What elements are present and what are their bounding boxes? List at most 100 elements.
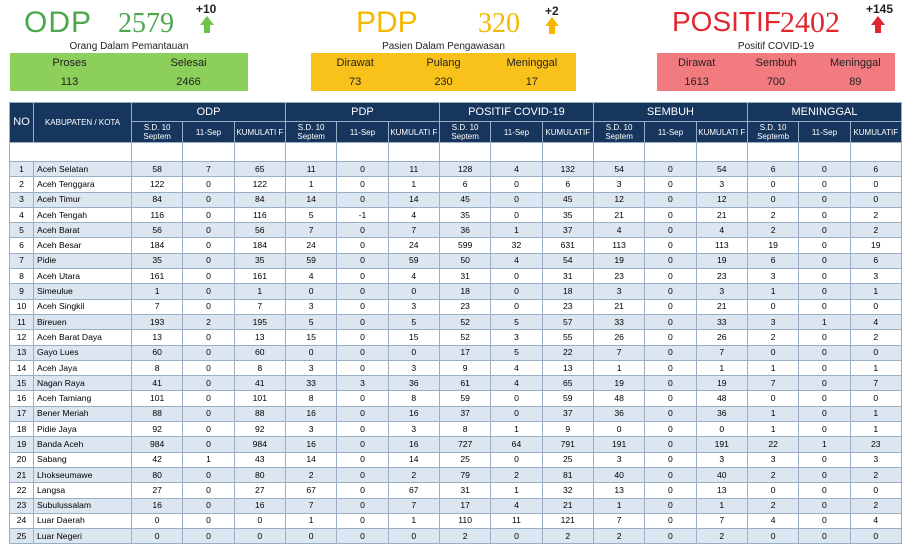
table-row: 19 Banda Aceh 984 0 984 16 0 16 727 64 791 191 0 191 2…	[9, 436, 903, 453]
table-row: 3 Aceh Timur 84 0 84 14 0 14 45 0 45 12 0 12 0 0 0	[9, 191, 903, 208]
table-cell: 2	[746, 329, 800, 346]
row-number: 15	[9, 375, 34, 392]
table-cell: 0	[130, 512, 184, 530]
table-cell: 3	[387, 421, 440, 438]
table-cell: 17	[438, 497, 492, 514]
table-row: 6 Aceh Besar 184 0 184 24 0 24 599 32 631 113 0 113 19…	[9, 237, 903, 254]
table-cell: 80	[233, 466, 286, 484]
table-cell: 0	[644, 222, 697, 239]
table-cell: 0	[849, 298, 903, 315]
table-cell: 2	[387, 466, 440, 484]
table-cell: 22	[541, 344, 594, 361]
table-cell: 59	[284, 252, 338, 270]
header-pdp: PDP	[284, 102, 440, 122]
sub-header-cell: S.D. 10 Septem	[592, 121, 646, 143]
table-cell: 7	[130, 298, 184, 315]
total-cell: 320	[387, 142, 440, 162]
table-cell: 0	[644, 512, 697, 530]
table-cell: 0	[182, 298, 235, 315]
kabupaten-data-table: NO KABUPATEN / KOTA ODP PDP POSITIF COVI…	[9, 102, 903, 544]
table-cell: 23	[438, 298, 492, 315]
region-name: Luar Negeri	[33, 528, 132, 544]
table-cell: 57	[541, 313, 594, 331]
table-cell: 7	[592, 344, 646, 361]
sub-header-row: S.D. 10 Septem 11-Sep KUMULATI F S.D. 10 Se…	[10, 121, 903, 143]
table-cell: 41	[233, 375, 286, 392]
table-cell: 40	[695, 466, 748, 484]
table-cell: -1	[336, 206, 389, 224]
table-cell: 132	[541, 160, 594, 178]
pdp-col2-label: Pulang	[426, 56, 461, 69]
table-cell: 0	[644, 206, 697, 224]
table-cell: 1	[746, 405, 800, 423]
row-number: 2	[9, 176, 34, 193]
table-cell: 0	[182, 252, 235, 270]
table-cell: 0	[336, 421, 389, 438]
table-cell: 2	[746, 222, 800, 239]
table-cell: 2	[592, 528, 646, 544]
table-cell: 116	[233, 206, 286, 224]
table-cell: 19	[592, 252, 646, 270]
table-cell: 4	[849, 313, 903, 331]
table-cell: 18	[541, 283, 594, 300]
table-cell: 45	[438, 191, 492, 208]
table-cell: 60	[233, 344, 286, 361]
pdp-subtitle: Pasien Dalam Pengawasan	[382, 41, 505, 52]
table-cell: 0	[849, 191, 903, 208]
table-cell: 37	[438, 405, 492, 423]
row-number: 23	[9, 497, 34, 514]
table-cell: 113	[695, 237, 748, 254]
positif-col2-value: 700	[766, 75, 786, 88]
table-cell: 0	[746, 176, 800, 193]
sub-header-cell: KUMULATI F	[387, 121, 440, 143]
table-cell: 0	[695, 421, 748, 438]
odp-col1-label: Proses	[52, 56, 87, 69]
total-cell: 0	[644, 142, 697, 162]
table-cell: 16	[284, 405, 338, 423]
table-cell: 5	[490, 344, 543, 361]
table-cell: 0	[182, 436, 235, 453]
table-cell: 0	[746, 191, 800, 208]
table-cell: 1	[284, 176, 338, 193]
table-cell: 3	[284, 421, 338, 438]
total-cell: 2257	[438, 142, 492, 162]
row-number: 3	[9, 191, 34, 208]
table-cell: 3	[746, 313, 800, 331]
table-cell: 0	[182, 222, 235, 239]
table-cell: 37	[541, 405, 594, 423]
table-cell: 0	[336, 528, 389, 544]
sub-header-cell: 11-Sep	[644, 121, 697, 143]
table-cell: 13	[233, 329, 286, 346]
row-number: 14	[9, 359, 34, 377]
table-cell: 122	[130, 176, 184, 193]
table-cell: 0	[798, 405, 851, 423]
table-cell: 0	[182, 482, 235, 499]
table-cell: 1	[746, 421, 800, 438]
table-cell: 0	[490, 390, 543, 407]
table-cell: 0	[798, 497, 851, 514]
table-cell: 23	[849, 436, 903, 453]
table-cell: 5	[387, 313, 440, 331]
odp-col2-value: 2466	[176, 75, 201, 88]
table-cell: 0	[336, 359, 389, 377]
table-cell: 5	[490, 313, 543, 331]
table-cell: 0	[336, 436, 389, 453]
table-cell: 6	[438, 176, 492, 193]
table-cell: 3	[387, 298, 440, 315]
table-cell: 0	[182, 528, 235, 544]
table-cell: 56	[130, 222, 184, 239]
total-cell: 2	[798, 142, 851, 162]
table-cell: 0	[182, 268, 235, 285]
table-cell: 0	[798, 359, 851, 377]
positif-col1-label: Dirawat	[678, 56, 716, 69]
table-row: 17 Bener Meriah 88 0 88 16 0 16 37 0 37 36 0 36 1 0 1	[9, 405, 903, 423]
table-cell: 0	[644, 497, 697, 514]
table-cell: 1	[130, 283, 184, 300]
table-cell: 45	[541, 191, 594, 208]
table-cell: 0	[490, 176, 543, 193]
table-cell: 727	[438, 436, 492, 453]
table-cell: 0	[336, 176, 389, 193]
table-cell: 0	[182, 176, 235, 193]
table-cell: 3	[284, 359, 338, 377]
table-cell: 1	[849, 283, 903, 300]
